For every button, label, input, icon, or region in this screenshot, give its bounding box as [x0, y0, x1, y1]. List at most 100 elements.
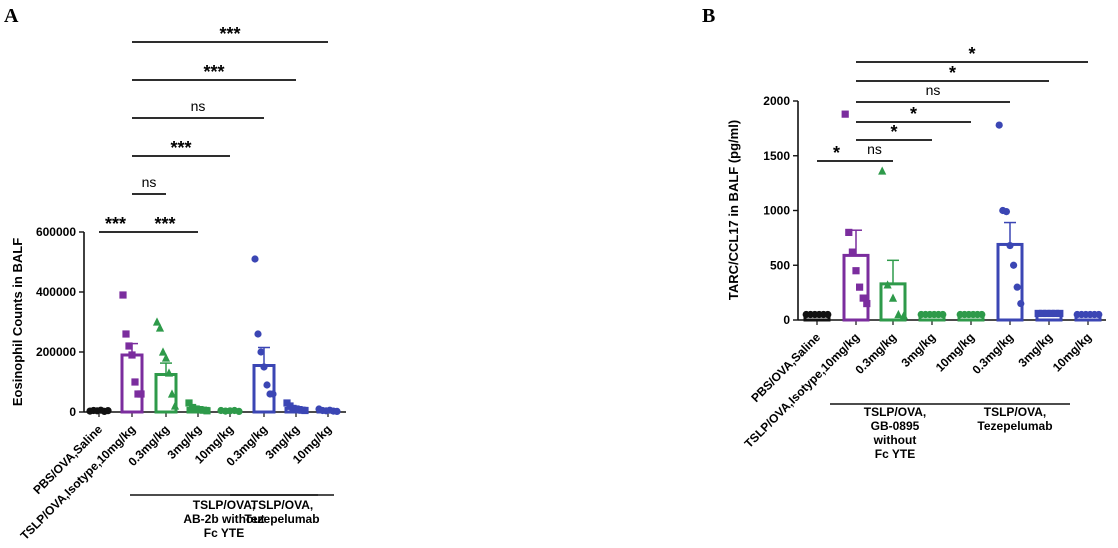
panel-a-bar: [252, 364, 276, 414]
panel-b-data-point: [894, 309, 903, 319]
panel-b-data-point: [841, 110, 849, 118]
panel-b-data-point: [1051, 309, 1060, 318]
panel-a-y-tick-label: 600000: [36, 225, 76, 239]
panel-a-y-tick-label: 0: [69, 405, 76, 419]
panel-a-significance-label: ***: [219, 24, 240, 44]
panel-a-y-axis-title: Eosinophil Counts in BALF: [10, 238, 25, 406]
panel-a-data-point: [196, 406, 204, 414]
panel-a-letter: A: [4, 5, 19, 27]
panel-b-y-tick-label: 0: [783, 313, 790, 327]
panel-a-data-point: [158, 347, 168, 356]
panel-b-letter: B: [702, 5, 715, 27]
panel-a-data-point: [122, 330, 130, 338]
panel-a-data-point: [152, 317, 162, 326]
panel-a-significance-label: ***: [105, 214, 126, 234]
panel-b-data-point: [978, 310, 986, 319]
panel-b-data-point: [939, 310, 947, 319]
panel-a-data-point: [251, 255, 259, 263]
panel-a-significance-label: ns: [191, 98, 206, 114]
panel-b: B 0 500 1000 1500 2000 TARC/CCL17 in BALF (pg…: [702, 5, 1106, 461]
panel-a-data-point: [131, 378, 139, 386]
panel-b-data-point: [878, 166, 887, 175]
panel-a-significance-label: ns: [142, 174, 157, 190]
panel-a-data-point: [155, 323, 165, 332]
panel-a-data-point: [185, 399, 193, 407]
panel-b-data-point: [859, 294, 867, 302]
panel-b-significance-label: *: [890, 122, 897, 142]
panel-b-significance-label: *: [968, 44, 975, 64]
panel-b-y-tick-label: 500: [770, 258, 790, 272]
panel-a-significance-label: ***: [170, 138, 191, 158]
panel-a-y-tick-label: 400000: [36, 285, 76, 299]
panel-b-significance-label: ns: [926, 82, 941, 98]
panel-b-significance-label: *: [949, 63, 956, 83]
panel-a-significance-label: ***: [154, 214, 175, 234]
panel-b-data-point: [848, 248, 856, 256]
panel-b-y-tick-label: 1000: [763, 204, 790, 218]
panel-a-data-point: [301, 406, 309, 415]
panel-a-data-point: [254, 330, 262, 338]
panel-a-data-point: [235, 407, 243, 415]
panel-a-data-point: [333, 407, 341, 415]
panel-b-group-label: without: [873, 433, 917, 447]
panel-b-group-label: GB-0895: [871, 419, 920, 433]
panel-b-bar: [996, 242, 1024, 322]
panel-b-data-point: [1006, 241, 1014, 250]
panel-b-data-point: [863, 299, 871, 308]
panel-a-data-point: [125, 342, 133, 350]
panel-b-data-point: [995, 121, 1003, 129]
panel-b-data-point: [1010, 261, 1018, 269]
panel-a-data-point: [161, 353, 171, 362]
panel-a-group-label: TSLP/OVA,: [193, 498, 255, 512]
panel-b-category-label: 0.3mg/kg: [969, 330, 1016, 377]
panel-b-significance-label: ns: [867, 141, 882, 157]
panel-a-data-point: [260, 363, 268, 371]
panel-b-group-label: TSLP/OVA,: [864, 405, 926, 419]
panel-b-data-point: [899, 311, 908, 320]
panel-a-data-point: [170, 401, 180, 410]
panel-b-group-label: Fc YTE: [875, 447, 915, 461]
panel-a-data-point: [269, 390, 277, 398]
panel-b-data-point: [1043, 309, 1051, 318]
panel-b-category-label: PBS/OVA,Saline: [748, 330, 823, 405]
panel-b-data-point: [1047, 309, 1055, 318]
panel-b-category-label: 0.3mg/kg: [852, 330, 899, 377]
panel-a-data-point: [203, 407, 211, 415]
panel-b-group-label: Tezepelumab: [977, 419, 1052, 433]
panel-b-data-point: [1034, 309, 1042, 318]
panel-b-significance-label: *: [910, 104, 917, 124]
panel-b-data-point: [856, 283, 864, 291]
panel-b-data-point: [1017, 299, 1025, 308]
panel-a-group-label: Fc YTE: [204, 526, 244, 540]
panel-a-y-tick-label: 200000: [36, 345, 76, 359]
panel-b-data-point: [1095, 310, 1103, 319]
panel-b-data-point: [888, 293, 898, 302]
panel-b-data-point: [1038, 309, 1047, 318]
panel-a-data-point: [137, 390, 145, 398]
panel-b-data-point: [852, 267, 860, 275]
panel-b-data-point: [824, 310, 832, 319]
panel-a-data-point: [167, 389, 177, 398]
panel-b-data-point: [845, 228, 853, 236]
panel-a-data-point: [128, 351, 136, 359]
panel-a-data-point: [119, 291, 127, 299]
panel-b-data-point: [1013, 283, 1021, 291]
panel-a-group-label: Tezepelumab: [244, 512, 319, 526]
panel-b-bar: [879, 282, 907, 322]
panel-b-data-point: [883, 280, 892, 289]
panel-b-y-axis-title: TARC/CCL17 in BALF (pg/ml): [726, 120, 741, 300]
panel-a-significance-label: ***: [203, 62, 224, 82]
panel-a-data-point: [263, 381, 271, 389]
panel-b-significance-label: *: [833, 143, 840, 163]
panel-b-group-label: TSLP/OVA,: [984, 405, 1046, 419]
panel-b-y-tick-label: 1500: [763, 149, 790, 163]
panel-a-data-point: [104, 407, 112, 415]
panel-b-data-point: [1056, 309, 1064, 318]
panel-a-group-label: AB-2b without: [183, 512, 264, 526]
panel-a: A 0 200000 400000 600000 Eosinophil Counts i…: [4, 5, 346, 543]
panel-a-data-point: [257, 348, 265, 356]
panel-b-category-label: 10mg/kg: [1050, 330, 1094, 374]
panel-b-data-point: [1002, 207, 1011, 216]
panel-b-y-tick-label: 2000: [763, 94, 790, 108]
